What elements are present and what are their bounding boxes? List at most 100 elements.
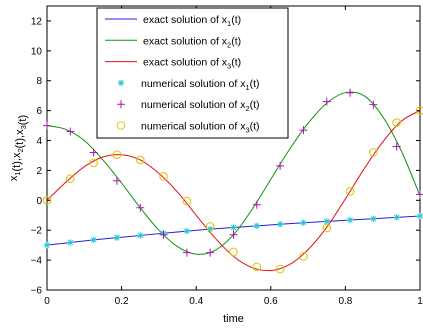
legend-label-subscript: 3 <box>245 126 249 135</box>
data-point-marker <box>300 219 307 226</box>
y-tick-label: 0 <box>36 196 42 207</box>
x-tick-label: 0.6 <box>264 296 278 307</box>
legend-box <box>96 7 289 139</box>
legend-label-subscript: 2 <box>245 104 249 113</box>
legend-label-subscript: 1 <box>245 83 249 92</box>
data-point-marker <box>416 212 423 220</box>
data-point-marker <box>393 214 400 221</box>
y-axis-label: x1(t),x2(t),x3(t) <box>8 115 29 181</box>
data-point-marker <box>90 236 97 244</box>
legend-label-text: exact solution of x <box>143 14 228 26</box>
data-point-marker <box>369 148 378 157</box>
legend-label-subscript: 2 <box>227 40 231 49</box>
legend-label-text: numerical solution of x <box>141 99 246 111</box>
y-tick-label: 4 <box>36 136 42 147</box>
data-point-marker <box>299 126 308 135</box>
y-tick-label: −2 <box>31 226 43 237</box>
data-point-marker <box>43 241 51 249</box>
data-point-marker <box>276 221 284 228</box>
data-point-marker <box>112 150 122 160</box>
data-point-marker <box>253 222 261 230</box>
data-point-marker <box>66 174 75 183</box>
data-point-marker <box>230 224 237 231</box>
data-point-marker <box>346 88 355 97</box>
data-point-marker <box>135 155 145 165</box>
series-line <box>46 110 421 272</box>
data-point-marker <box>159 230 168 239</box>
data-point-marker <box>252 262 262 272</box>
data-point-marker <box>43 121 51 130</box>
legend-marker-swatch <box>117 100 125 109</box>
legend-label-suffix: (t) <box>250 99 260 111</box>
data-point-marker <box>370 215 377 222</box>
y-tick-label: −4 <box>31 256 43 267</box>
x-tick-label: 0.4 <box>189 296 203 307</box>
data-point-marker <box>159 172 168 181</box>
data-point-marker <box>392 118 401 127</box>
legend-label-suffix: (t) <box>250 78 260 90</box>
legend-label: exact solution of x2(t) <box>143 35 241 49</box>
data-point-marker <box>113 234 121 241</box>
y-tick-label: 8 <box>36 76 42 87</box>
y-tick-label: 2 <box>36 166 42 177</box>
y-axis-label-subscript: 2 <box>16 148 25 152</box>
data-point-marker <box>323 218 330 225</box>
y-axis-label-part: x <box>8 175 20 181</box>
y-tick-label: 10 <box>31 46 43 57</box>
y-axis-label-subscript: 3 <box>19 125 28 129</box>
y-axis-label-part: (t),x <box>11 152 23 171</box>
y-tick-label: 12 <box>31 16 43 27</box>
data-point-marker <box>89 158 98 168</box>
y-tick-label: 6 <box>36 106 42 117</box>
legend-label-subscript: 3 <box>227 62 231 71</box>
legend-label-suffix: (t) <box>231 57 241 69</box>
data-point-marker <box>299 252 308 261</box>
data-point-marker <box>89 148 98 157</box>
legend-label: exact solution of x3(t) <box>143 57 241 71</box>
legend-label-suffix: (t) <box>231 35 241 47</box>
y-axis-label-subscript: 1 <box>13 171 22 175</box>
data-point-marker <box>275 264 285 274</box>
series-markers-group <box>42 88 423 274</box>
data-point-marker <box>66 127 75 136</box>
data-point-marker <box>229 230 238 239</box>
data-point-marker <box>276 161 285 170</box>
legend-label-text: numerical solution of x <box>141 121 246 133</box>
data-point-marker <box>252 200 261 209</box>
data-point-marker <box>67 239 74 246</box>
legend-label-text: numerical solution of x <box>141 78 246 90</box>
legend-label-suffix: (t) <box>231 14 241 26</box>
legend-label: numerical solution of x2(t) <box>141 99 260 113</box>
data-point-marker <box>345 187 355 196</box>
x-tick-label: 0.8 <box>338 296 352 307</box>
data-point-marker <box>392 142 401 151</box>
legend: exact solution of x1(t)exact solution of… <box>96 7 289 139</box>
data-point-marker <box>322 97 331 106</box>
y-axis-label-part: (t) <box>17 115 29 125</box>
data-point-marker <box>415 106 423 115</box>
legend-label-subscript: 1 <box>227 19 231 28</box>
legend-label-text: exact solution of x <box>143 57 228 69</box>
legend-label: numerical solution of x1(t) <box>141 78 260 92</box>
x-tick-label: 1 <box>417 296 423 307</box>
y-axis-label-part: (t),x <box>14 129 26 148</box>
legend-marker-swatch <box>116 121 126 130</box>
data-point-marker <box>182 196 192 206</box>
data-point-marker <box>183 227 191 235</box>
data-point-marker <box>369 100 378 109</box>
x-tick-label: 0 <box>44 296 50 307</box>
data-point-marker <box>137 232 144 239</box>
data-point-marker <box>182 248 191 257</box>
data-point-marker <box>322 223 332 233</box>
legend-label-suffix: (t) <box>250 121 260 133</box>
legend-label-text: exact solution of x <box>143 35 228 47</box>
data-point-marker <box>205 222 215 231</box>
x-axis-label: time <box>223 313 244 325</box>
data-point-marker <box>206 248 215 257</box>
legend-label: numerical solution of x3(t) <box>141 121 260 135</box>
legend-marker-swatch <box>117 79 125 87</box>
x-tick-label: 0.2 <box>115 296 129 307</box>
